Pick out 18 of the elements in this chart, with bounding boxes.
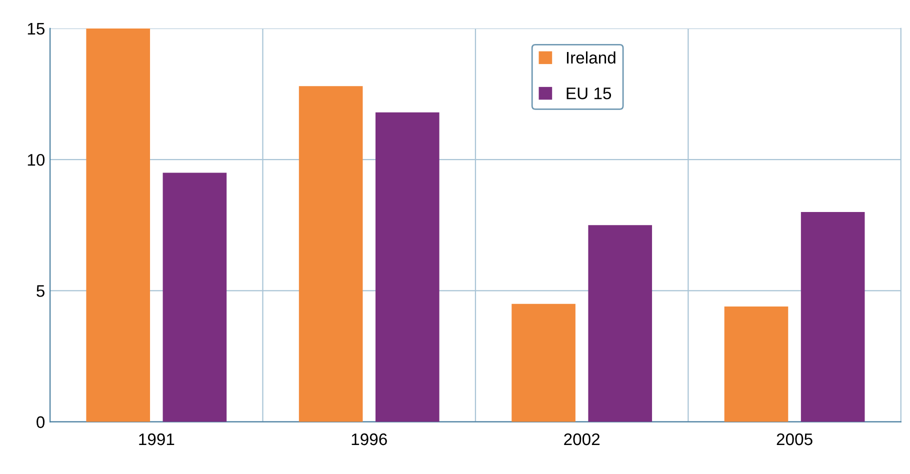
y-tick-label: 5	[36, 285, 44, 297]
x-tick-label: 2005	[776, 433, 812, 446]
bar	[376, 112, 440, 422]
y-tick-label: 10	[28, 154, 45, 166]
x-tick-label: 1991	[139, 433, 174, 446]
bar	[512, 304, 576, 422]
legend-label: EU 15	[566, 88, 612, 100]
x-tick-label: 2002	[564, 433, 600, 446]
bar	[724, 306, 788, 422]
bar	[588, 225, 652, 422]
bar	[298, 86, 363, 422]
x-tick-label: 1996	[352, 433, 387, 446]
bar	[800, 212, 865, 422]
bar	[162, 172, 227, 422]
y-tick-label: 0	[36, 416, 45, 428]
y-tick-label: 15	[28, 23, 44, 35]
bar	[86, 28, 150, 422]
legend-label: Ireland	[566, 51, 616, 64]
